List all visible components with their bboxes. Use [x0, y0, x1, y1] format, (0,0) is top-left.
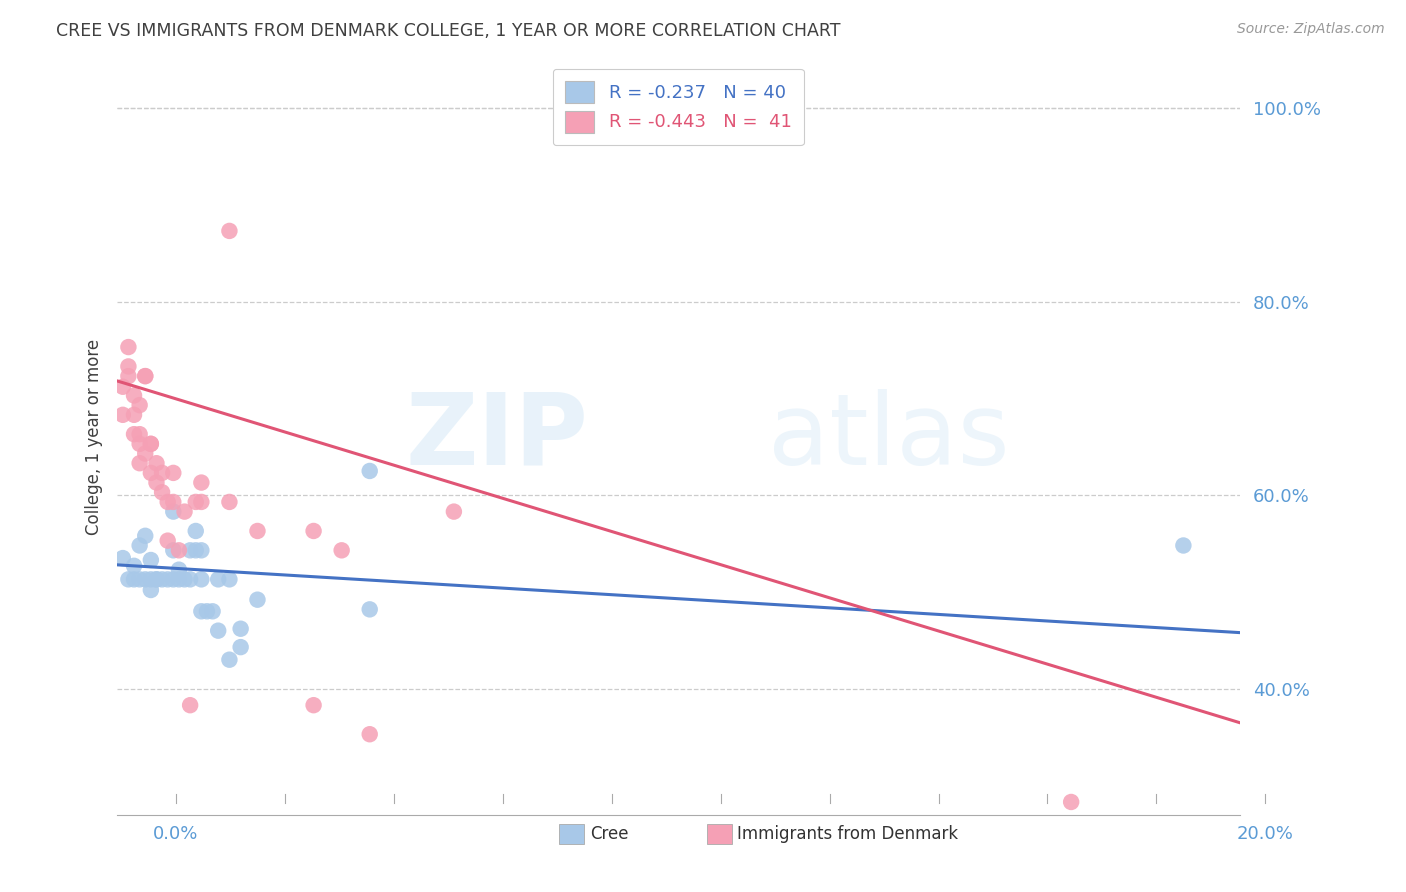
Text: 0.0%: 0.0%	[153, 825, 198, 843]
Point	[330, 543, 353, 558]
Point	[359, 464, 381, 478]
Point	[201, 604, 224, 618]
Point	[167, 543, 190, 558]
Text: atlas: atlas	[768, 389, 1010, 485]
Point	[156, 533, 179, 548]
Point	[134, 369, 156, 384]
Point	[128, 427, 150, 442]
Point	[156, 573, 179, 587]
Point	[359, 602, 381, 616]
Text: 20.0%: 20.0%	[1237, 825, 1294, 843]
Point	[128, 573, 150, 587]
Point	[128, 398, 150, 412]
Point	[207, 573, 229, 587]
Point	[218, 495, 240, 509]
Point	[184, 543, 207, 558]
Point	[302, 524, 325, 538]
Point	[122, 558, 145, 573]
Point	[145, 573, 167, 587]
Point	[167, 573, 190, 587]
Point	[195, 604, 218, 618]
Point	[111, 380, 134, 394]
Point	[190, 573, 212, 587]
Point	[190, 604, 212, 618]
Point	[128, 437, 150, 451]
Point	[162, 543, 184, 558]
Point	[162, 505, 184, 519]
Point	[443, 505, 465, 519]
Point	[302, 698, 325, 713]
Point	[190, 543, 212, 558]
Point	[122, 427, 145, 442]
Point	[134, 369, 156, 384]
Point	[173, 505, 195, 519]
Point	[145, 456, 167, 470]
Point	[179, 543, 201, 558]
Point	[229, 622, 252, 636]
Point	[1060, 795, 1083, 809]
Point	[145, 573, 167, 587]
Text: ZIP: ZIP	[406, 389, 589, 485]
Point	[184, 495, 207, 509]
Y-axis label: College, 1 year or more: College, 1 year or more	[86, 339, 103, 535]
Point	[246, 524, 269, 538]
Point	[139, 437, 162, 451]
Point	[122, 388, 145, 402]
Text: Immigrants from Denmark: Immigrants from Denmark	[738, 825, 959, 843]
Point	[179, 573, 201, 587]
Point	[150, 485, 173, 500]
Point	[139, 466, 162, 480]
Text: Source: ZipAtlas.com: Source: ZipAtlas.com	[1237, 22, 1385, 37]
Point	[162, 466, 184, 480]
Point	[229, 640, 252, 654]
Legend: R = -0.237   N = 40, R = -0.443   N =  41: R = -0.237 N = 40, R = -0.443 N = 41	[553, 69, 804, 145]
Point	[218, 224, 240, 238]
Point	[139, 573, 162, 587]
Text: CREE VS IMMIGRANTS FROM DENMARK COLLEGE, 1 YEAR OR MORE CORRELATION CHART: CREE VS IMMIGRANTS FROM DENMARK COLLEGE,…	[56, 22, 841, 40]
Point	[134, 529, 156, 543]
Point	[117, 369, 139, 384]
Point	[122, 408, 145, 422]
Point	[218, 653, 240, 667]
Point	[156, 495, 179, 509]
Point	[122, 573, 145, 587]
Point	[134, 446, 156, 460]
Point	[190, 475, 212, 490]
Point	[246, 592, 269, 607]
Point	[359, 727, 381, 741]
Point	[150, 573, 173, 587]
Point	[134, 573, 156, 587]
Text: Cree: Cree	[591, 825, 628, 843]
Point	[150, 466, 173, 480]
Point	[162, 495, 184, 509]
Point	[111, 551, 134, 566]
Point	[139, 553, 162, 567]
Point	[117, 340, 139, 354]
Point	[1173, 539, 1195, 553]
Point	[117, 573, 139, 587]
Point	[117, 359, 139, 374]
Point	[145, 475, 167, 490]
Point	[128, 539, 150, 553]
Point	[139, 582, 162, 597]
Point	[162, 573, 184, 587]
Point	[128, 456, 150, 470]
Point	[139, 437, 162, 451]
Point	[173, 573, 195, 587]
Point	[207, 624, 229, 638]
Point	[218, 573, 240, 587]
Point	[190, 495, 212, 509]
Point	[179, 698, 201, 713]
Point	[111, 408, 134, 422]
Point	[184, 524, 207, 538]
Point	[167, 563, 190, 577]
